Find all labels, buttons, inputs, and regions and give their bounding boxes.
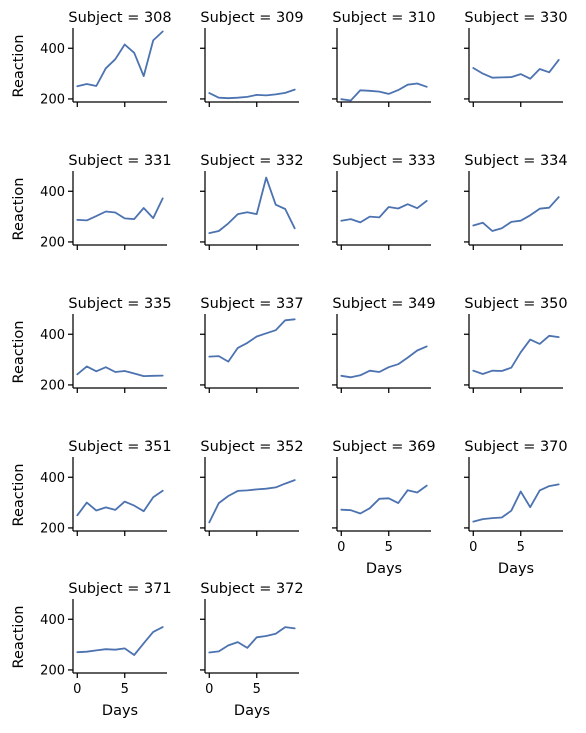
series-line (340, 199, 428, 224)
panel-title: Subject = 334 (464, 153, 567, 169)
panel-title: Subject = 352 (200, 439, 303, 455)
panel-subject-310: Subject = 310 (332, 10, 436, 107)
panel-subject-352: Subject = 352 (200, 439, 304, 536)
series-line (76, 365, 164, 378)
series-line (340, 82, 428, 102)
panel-title: Subject = 371 (68, 581, 171, 597)
panel-subject-332: Subject = 332 (200, 153, 304, 250)
y-tick-label: 400 (40, 185, 65, 200)
x-tick-label: 0 (73, 682, 81, 697)
panel-subject-309: Subject = 309 (200, 10, 304, 107)
panel-subject-334: Subject = 334 (464, 153, 568, 250)
y-tick-label: 400 (40, 42, 65, 57)
panel-subject-372: Subject = 372 0 5 Days (200, 581, 304, 719)
series-line (208, 479, 296, 524)
panel-title: Subject = 335 (68, 296, 171, 312)
panel-title: Subject = 351 (68, 439, 171, 455)
y-tick-label: 400 (40, 471, 65, 486)
panel-subject-308: Subject = 308 200 400 Reaction (11, 10, 172, 107)
y-axis-label: Reaction (11, 178, 27, 241)
y-tick-label: 400 (40, 328, 65, 343)
panel-subject-369: Subject = 369 0 5 Days (332, 439, 436, 577)
series-line (208, 626, 296, 654)
panel-subject-349: Subject = 349 (332, 296, 436, 393)
x-axis-label: Days (102, 703, 138, 719)
x-tick-label: 5 (253, 682, 261, 697)
panel-subject-330: Subject = 330 (464, 10, 568, 107)
y-axis-label: Reaction (11, 321, 27, 384)
series-line (472, 196, 560, 232)
panel-subject-335: Subject = 335 200 400 Reaction (11, 296, 172, 393)
y-axis-label: Reaction (11, 35, 27, 98)
series-line (472, 334, 560, 375)
x-tick-label: 0 (337, 540, 345, 555)
series-line (76, 197, 164, 222)
y-axis-label: Reaction (11, 606, 27, 669)
panel-title: Subject = 309 (200, 10, 303, 26)
panel-subject-333: Subject = 333 (332, 153, 436, 250)
x-tick-label: 5 (385, 540, 393, 555)
panel-title: Subject = 337 (200, 296, 303, 312)
panel-title: Subject = 369 (332, 439, 435, 455)
y-tick-label: 200 (40, 378, 65, 393)
panel-title: Subject = 333 (332, 153, 435, 169)
panel-title: Subject = 332 (200, 153, 303, 169)
panel-subject-350: Subject = 350 (464, 296, 568, 393)
panel-subject-351: Subject = 351 200 400 Reaction (11, 439, 172, 536)
panel-title: Subject = 349 (332, 296, 435, 312)
panel-title: Subject = 350 (464, 296, 567, 312)
series-line (340, 484, 428, 515)
series-line (208, 88, 296, 100)
panel-subject-337: Subject = 337 (200, 296, 304, 393)
panel-title: Subject = 308 (68, 10, 171, 26)
panel-subject-370: Subject = 370 0 5 Days (464, 439, 568, 577)
y-tick-label: 200 (40, 235, 65, 250)
x-axis-label: Days (366, 561, 402, 577)
x-tick-label: 5 (121, 682, 129, 697)
series-line (208, 318, 296, 363)
series-line (76, 489, 164, 517)
panel-subject-371: Subject = 371 200 400 0 5 Reaction Days (11, 581, 172, 719)
x-tick-label: 0 (469, 540, 477, 555)
y-tick-label: 200 (40, 663, 65, 678)
panel-subject-331: Subject = 331 200 400 Reaction (11, 153, 172, 250)
panel-title: Subject = 330 (464, 10, 567, 26)
y-tick-label: 200 (40, 521, 65, 536)
panel-title: Subject = 310 (332, 10, 435, 26)
series-line (472, 59, 560, 80)
x-tick-label: 0 (205, 682, 213, 697)
x-axis-label: Days (234, 703, 270, 719)
y-axis-label: Reaction (11, 464, 27, 527)
y-tick-label: 400 (40, 613, 65, 628)
x-axis-label: Days (498, 561, 534, 577)
series-line (76, 626, 164, 656)
x-tick-label: 5 (517, 540, 525, 555)
series-line (76, 30, 164, 88)
panel-title: Subject = 372 (200, 581, 303, 597)
series-line (208, 176, 296, 235)
series-line (472, 483, 560, 523)
panel-title: Subject = 331 (68, 153, 171, 169)
panel-title: Subject = 370 (464, 439, 567, 455)
y-tick-label: 200 (40, 92, 65, 107)
series-line (340, 345, 428, 379)
